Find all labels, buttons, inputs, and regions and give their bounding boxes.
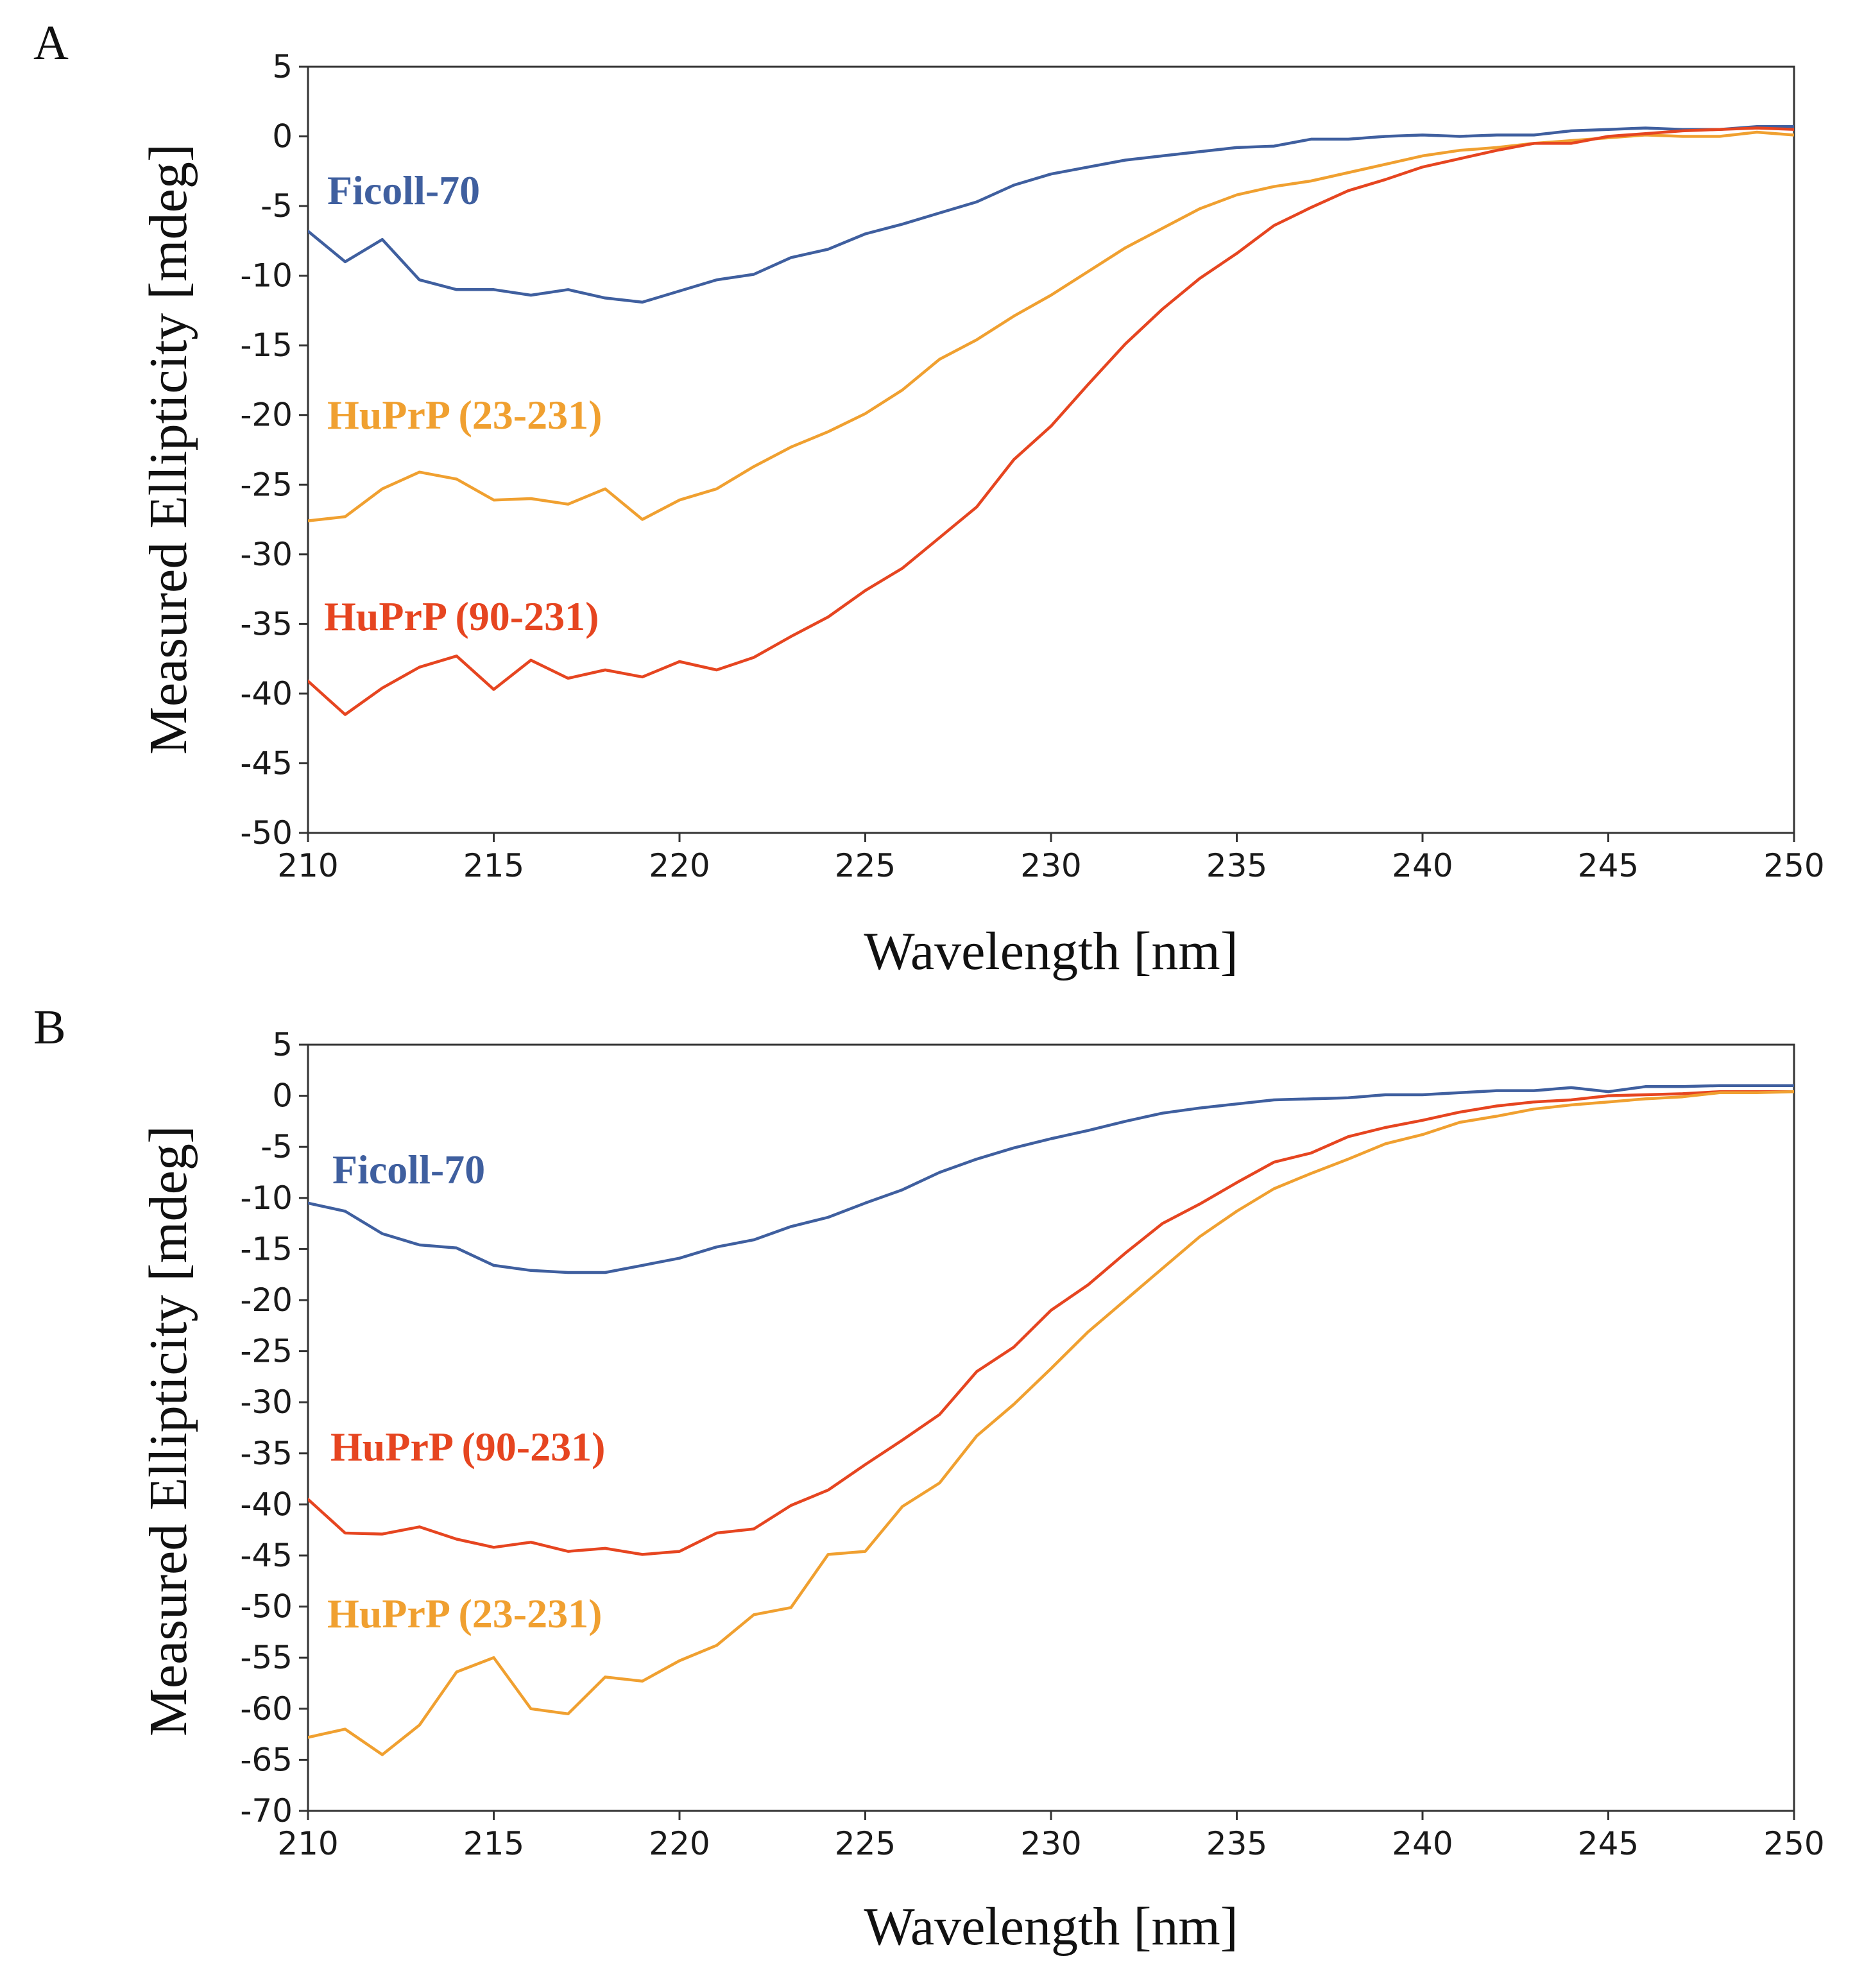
x-tick-label: 250	[1763, 847, 1824, 884]
x-tick-label: 240	[1392, 847, 1453, 884]
panel-b: B 5 0 -5 -10 -15 -20 -25 -30 -35 -40 -45 -50 -55 -60 -…	[33, 1000, 1825, 1957]
x-axis-label: Wavelength [nm]	[864, 1897, 1238, 1957]
x-tick-label: 225	[835, 847, 896, 884]
y-tick-label: -15	[240, 1230, 293, 1267]
y-tick-label: 5	[272, 1026, 293, 1063]
y-tick-label: -10	[240, 1179, 293, 1217]
y-tick-label: -50	[240, 814, 293, 852]
y-axis-label: Measured Ellipticity [mdeg]	[139, 144, 198, 755]
x-tick-label: 240	[1392, 1825, 1453, 1862]
x-tick-label: 210	[277, 1825, 338, 1862]
y-tick-label: -45	[240, 1537, 293, 1574]
y-tick-label: 5	[272, 48, 293, 85]
y-tick-label: -25	[240, 1333, 293, 1370]
x-tick-label: 225	[835, 1825, 896, 1862]
series-label: HuPrP (23-231)	[327, 392, 602, 438]
y-tick-label: -25	[240, 466, 293, 503]
x-tick-label: 230	[1020, 847, 1081, 884]
y-tick-label: -40	[240, 1486, 293, 1523]
x-tick-label: 235	[1206, 1825, 1267, 1862]
y-tick-label: -40	[240, 675, 293, 712]
y-tick-label: -50	[240, 1588, 293, 1625]
series-line-huprp-23-231	[308, 1090, 1794, 1756]
y-tick-label: -35	[240, 605, 293, 642]
series-label: HuPrP (90-231)	[324, 594, 599, 639]
y-tick-label: -35	[240, 1435, 293, 1472]
x-tick-label: 215	[463, 1825, 524, 1862]
y-axis-label: Measured Ellipticity [mdeg]	[139, 1126, 198, 1736]
y-tick-label: -20	[240, 397, 293, 434]
y-tick-label: -5	[261, 1128, 293, 1165]
series-label: Ficoll-70	[327, 167, 480, 213]
y-tick-label: 0	[272, 1077, 293, 1115]
y-tick-label: -20	[240, 1281, 293, 1319]
y-tick-label: -60	[240, 1690, 293, 1727]
x-tick-label: 220	[649, 847, 710, 884]
x-tick-label: 250	[1763, 1825, 1824, 1862]
y-tick-label: -45	[240, 744, 293, 782]
series-line-huprp-90-231	[308, 1090, 1794, 1556]
y-tick-label: -5	[261, 187, 293, 225]
y-tick-label: -10	[240, 257, 293, 295]
x-tick-label: 235	[1206, 847, 1267, 884]
x-tick-label: 220	[649, 1825, 710, 1862]
series-line-ficoll-70	[308, 125, 1794, 304]
panel-letter-a: A	[33, 16, 69, 70]
series-line-ficoll-70	[308, 1084, 1794, 1274]
y-tick-label: 0	[272, 118, 293, 155]
y-tick-label: -70	[240, 1792, 293, 1829]
y-tick-label: -30	[240, 1384, 293, 1421]
y-tick-label: -55	[240, 1639, 293, 1676]
y-tick-label: -30	[240, 536, 293, 573]
panel-letter-b: B	[33, 1000, 66, 1054]
plot-frame	[307, 65, 1795, 834]
series-label: HuPrP (23-231)	[327, 1591, 602, 1636]
series-line-huprp-90-231	[308, 126, 1794, 716]
series-label: Ficoll-70	[332, 1147, 485, 1192]
y-tick-label: -15	[240, 327, 293, 364]
series-line-huprp-23-231	[308, 130, 1794, 522]
x-tick-label: 210	[277, 847, 338, 884]
x-tick-label: 245	[1578, 847, 1639, 884]
y-tick-label: -65	[240, 1741, 293, 1778]
x-tick-label: 215	[463, 847, 524, 884]
x-tick-label: 245	[1578, 1825, 1639, 1862]
x-tick-label: 230	[1020, 1825, 1081, 1862]
x-axis-label: Wavelength [nm]	[864, 921, 1238, 981]
series-label: HuPrP (90-231)	[330, 1424, 605, 1470]
